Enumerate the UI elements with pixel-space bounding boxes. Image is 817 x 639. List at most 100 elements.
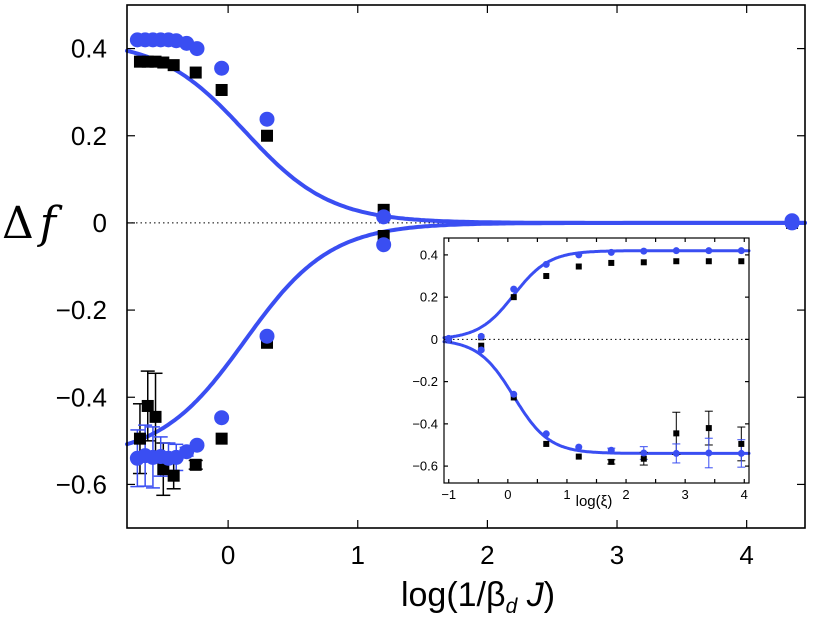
inset-theory-upper-point [672,247,680,255]
main-x-tick-label: 1 [351,540,365,570]
inset-simulation-lower-point [738,440,745,447]
inset-x-tick-label: 1 [563,487,570,502]
inset-theory-lower-point [737,449,745,457]
main-x-tick-label: 2 [480,540,494,570]
inset-simulation-upper-point [640,259,647,266]
main-y-axis-label-symbol: Δ [2,198,34,249]
inset-simulation-lower-point [640,455,647,462]
main-data-markers [129,32,800,482]
inset-simulation-lower-point [575,453,582,460]
main-y-tick-label: 0 [93,208,107,238]
inset-theory-lower-point [542,430,550,438]
inset-axis-ticks: −1 0 1 2 3 4 −0.6 −0.4 −0.2 0 0.2 0.4 [412,238,749,502]
main-simulation-lower-point [189,458,202,471]
main-axis-ticks: 0 1 2 3 4 −0.6 −0.4 −0.2 0 0.2 0.4 [56,5,805,570]
inset-simulation-upper-point [575,263,582,270]
inset-simulation-upper-point [673,258,680,265]
inset-background [402,234,757,511]
inset-theory-upper-point [477,332,485,340]
inset-simulation-upper-point [705,258,712,265]
inset-fit-upper-curve [442,249,751,340]
inset-plot: −1 0 1 2 3 4 −0.6 −0.4 −0.2 0 0.2 0.4 [402,234,757,511]
main-theory-upper-point [189,41,205,57]
inset-simulation-lower-point [608,458,615,465]
inset-y-tick-label: 0 [431,332,438,347]
inset-simulation-upper-point [543,273,550,280]
inset-theory-upper-point [510,285,518,293]
main-x-tick-label: 0 [221,540,235,570]
main-theory-lower-point [189,437,205,453]
main-theory-upper-point [376,209,392,225]
inset-theory-upper-point [737,247,745,255]
main-x-tick-label: 3 [610,540,624,570]
main-simulation-lower-point [215,432,228,445]
inset-axes-frame [443,237,750,484]
main-simulation-lower-point [149,410,162,423]
main-simulation-upper-point [261,129,274,142]
main-simulation-lower-point [157,463,170,476]
inset-y-tick-label: 0.4 [420,247,438,262]
inset-y-tick-label: −0.2 [412,374,438,389]
inset-theory-lower-point [607,446,615,454]
inset-x-tick-label: 4 [741,487,748,502]
inset-x-tick-label: 3 [682,487,689,502]
main-x-axis-label: log(1/βd J) [401,576,555,618]
inset-theory-upper-point [705,247,713,255]
main-x-axis-label-suffix: ) [544,576,555,614]
inset-theory-lower-point [640,449,648,457]
main-theory-upper-point [214,60,230,76]
main-theory-lower-point [376,237,392,253]
inset-x-axis-label: log(ξ) [576,493,613,510]
inset-simulation-lower-point [478,342,485,349]
main-fit-lower-curve [125,220,807,447]
main-x-axis-label-var: J [517,576,544,614]
inset-y-tick-label: −0.6 [412,459,438,474]
inset-x-tick-label: −1 [441,487,456,502]
inset-theory-lower-point [575,443,583,451]
main-theory-upper-point [259,111,275,127]
main-y-tick-label: −0.2 [56,295,107,325]
main-x-axis-label-sub: d [506,595,519,618]
main-y-tick-label: 0.4 [71,34,107,64]
inset-theory-lower-point [445,335,453,343]
main-y-tick-label: −0.6 [56,469,107,499]
inset-simulation-upper-point [608,259,615,266]
inset-theory-lower-point [705,449,713,457]
inset-theory-upper-point [640,247,648,255]
inset-theory-lower-point [672,449,680,457]
main-simulation-lower-point [133,432,146,445]
inset-x-tick-label: 2 [622,487,629,502]
main-axes-frame [126,4,806,529]
inset-theory-lower-point [510,390,518,398]
main-simulation-lower-point [167,469,180,482]
inset-simulation-lower-point [705,425,712,432]
main-simulation-upper-point [189,66,202,79]
inset-fit-lower-curve [442,340,751,455]
main-plot: 0 1 2 3 4 −0.6 −0.4 −0.2 0 0.2 0.4 [56,4,807,570]
inset-theory-lower-point [477,346,485,354]
inset-fit-curves [442,249,751,455]
main-theory-lower-point [214,410,230,426]
main-x-tick-label: 4 [739,540,753,570]
inset-simulation-lower-point [543,440,550,447]
inset-theory-upper-point [607,248,615,256]
inset-simulation-lower-point [673,430,680,437]
main-theory-lower-point [784,215,800,231]
main-simulation-upper-point [157,56,170,69]
inset-y-tick-label: 0.2 [420,290,438,305]
inset-y-tick-label: −0.4 [412,416,438,431]
main-simulation-upper-point [167,59,180,72]
main-simulation-upper-point [215,83,228,96]
main-simulation-lower-point [141,399,154,412]
main-y-tick-label: −0.4 [56,382,107,412]
main-y-tick-label: 0.2 [71,121,107,151]
inset-data-markers [445,247,745,465]
inset-x-tick-label: 0 [504,487,511,502]
main-fit-curves [125,48,807,447]
inset-theory-upper-point [542,260,550,268]
inset-theory-upper-point [575,251,583,259]
inset-simulation-upper-point [738,258,745,265]
inset-simulation-upper-point [510,294,517,301]
